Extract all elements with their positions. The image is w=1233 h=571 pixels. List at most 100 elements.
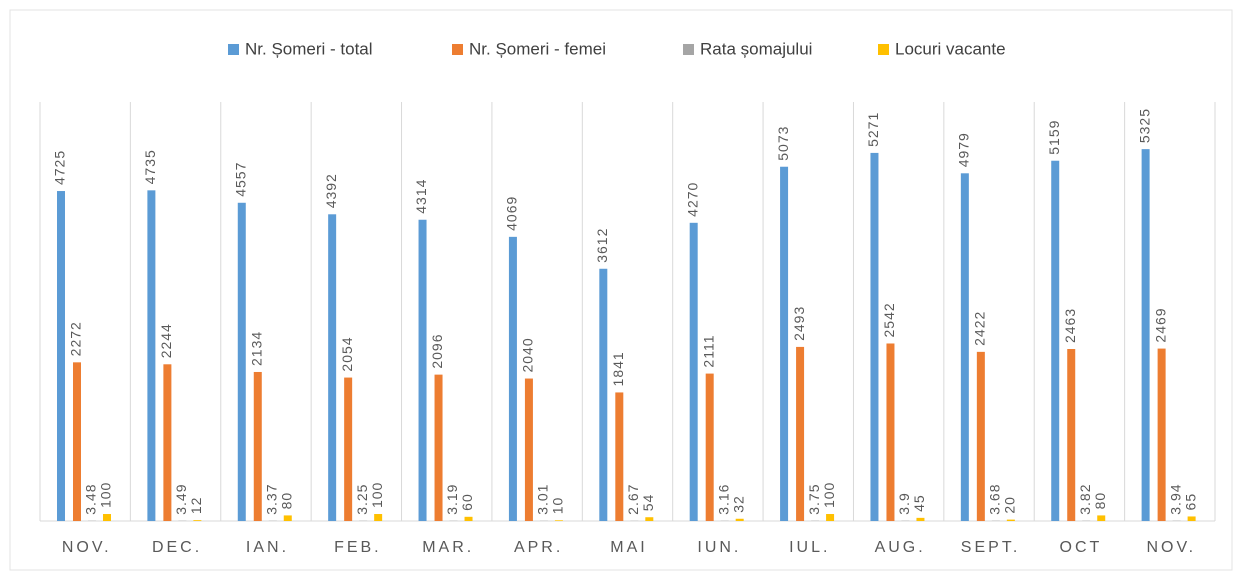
- x-tick-label: APR.: [514, 539, 563, 556]
- data-label: 3.25: [354, 484, 370, 515]
- data-label: 45: [911, 494, 927, 512]
- data-label: 32: [730, 495, 746, 513]
- data-label: 60: [459, 493, 475, 511]
- data-label: 2.67: [625, 484, 641, 515]
- bar: [886, 343, 895, 521]
- data-label: 100: [98, 482, 114, 508]
- bar: [103, 514, 111, 521]
- bar: [735, 518, 744, 521]
- x-tick-label: NOV.: [62, 539, 112, 556]
- legend-swatch: [683, 44, 694, 55]
- data-label: 1841: [610, 351, 626, 386]
- data-label: 3.49: [173, 484, 189, 515]
- x-tick-label: NOV.: [1146, 539, 1196, 556]
- bar: [434, 374, 443, 521]
- data-label: 4725: [52, 150, 68, 185]
- bar: [615, 392, 624, 521]
- bar: [1051, 160, 1060, 521]
- bar: [237, 202, 246, 521]
- data-label: 3.48: [83, 484, 99, 515]
- bar: [780, 166, 789, 521]
- x-tick-label: IUN.: [697, 539, 741, 556]
- data-label: 2422: [972, 311, 988, 346]
- data-label: 2134: [248, 331, 264, 366]
- data-label: 3.75: [806, 483, 822, 514]
- data-label: 2244: [158, 323, 174, 358]
- legend-swatch: [452, 44, 463, 55]
- legend-label: Nr. Șomeri - total: [245, 39, 373, 58]
- data-label: 80: [278, 492, 294, 510]
- data-label: 2493: [791, 306, 807, 341]
- bar: [283, 515, 292, 521]
- x-tick-label: IUL.: [789, 539, 830, 556]
- data-label: 100: [821, 482, 837, 508]
- bar: [374, 514, 383, 521]
- bar: [1157, 348, 1166, 521]
- data-label: 3.68: [987, 483, 1003, 514]
- data-label: 2040: [520, 337, 536, 372]
- bar: [163, 364, 172, 521]
- bar: [193, 520, 202, 521]
- data-label: 2054: [339, 336, 355, 371]
- data-label: 3.82: [1077, 483, 1093, 514]
- x-tick-label: FEB.: [334, 539, 382, 556]
- bar: [524, 378, 533, 521]
- bar: [328, 214, 337, 522]
- bar: [1067, 349, 1076, 521]
- data-label: 3.9: [896, 492, 912, 514]
- bar: [976, 351, 985, 521]
- bar: [57, 191, 65, 521]
- data-label: 2111: [700, 335, 716, 368]
- data-label: 4069: [504, 196, 520, 231]
- bar: [344, 377, 353, 521]
- data-label: 3612: [594, 228, 610, 263]
- data-label: 3.94: [1167, 483, 1183, 514]
- bar: [1141, 149, 1150, 521]
- x-tick-label: IAN.: [246, 539, 289, 556]
- x-tick-label: SEPT.: [961, 539, 1020, 556]
- legend-label: Nr. Șomeri - femei: [469, 39, 606, 58]
- x-tick-label: DEC.: [152, 539, 202, 556]
- data-label: 5073: [775, 126, 791, 161]
- data-label: 54: [640, 494, 656, 512]
- data-label: 3.16: [715, 484, 731, 515]
- data-label: 3.37: [263, 484, 279, 515]
- bar: [826, 514, 835, 521]
- bar: [870, 152, 879, 521]
- x-tick-label: MAI: [610, 539, 647, 556]
- bar: [1006, 519, 1015, 521]
- data-label: 4979: [956, 132, 972, 167]
- legend-label: Locuri vacante: [895, 39, 1006, 58]
- data-label: 4314: [413, 179, 429, 214]
- data-label: 2463: [1062, 308, 1078, 343]
- bar: [147, 190, 156, 521]
- data-label: 4270: [684, 182, 700, 217]
- legend-swatch: [878, 44, 889, 55]
- data-label: 5325: [1136, 108, 1152, 143]
- data-label: 65: [1182, 493, 1198, 511]
- data-label: 4735: [142, 149, 158, 184]
- bar: [554, 520, 563, 521]
- bar: [796, 346, 805, 521]
- bar: [1097, 515, 1106, 521]
- bar: [960, 173, 969, 521]
- bar: [418, 219, 427, 521]
- data-label: 2542: [881, 302, 897, 337]
- data-label: 4557: [232, 162, 248, 197]
- data-label: 2469: [1152, 307, 1168, 342]
- bar: [253, 371, 262, 521]
- data-label: 12: [188, 497, 204, 515]
- legend-label: Rata șomajului: [700, 39, 812, 58]
- bar: [464, 516, 473, 521]
- bar: [1187, 516, 1196, 521]
- x-tick-label: OCT: [1060, 539, 1103, 556]
- data-label: 3.19: [444, 484, 460, 515]
- data-label: 10: [550, 497, 566, 515]
- bar: [599, 268, 608, 521]
- data-label: 80: [1092, 492, 1108, 510]
- data-label: 4392: [323, 173, 339, 208]
- data-label: 2096: [429, 333, 445, 368]
- bar: [73, 362, 81, 521]
- data-label: 3.01: [535, 484, 551, 515]
